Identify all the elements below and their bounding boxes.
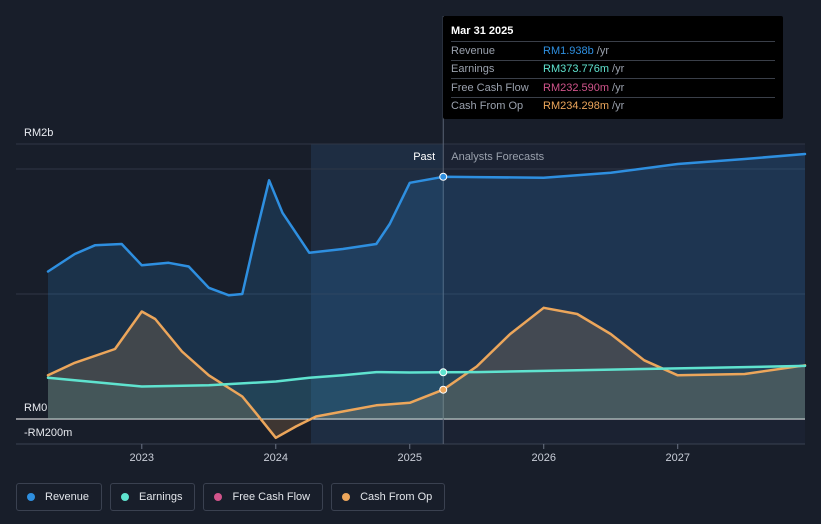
earnings-line	[46, 364, 807, 388]
y-axis-label: RM2b	[24, 127, 53, 139]
tooltip-row-revenue: Revenue RM1.938b /yr	[451, 41, 775, 60]
past-label: Past	[413, 151, 435, 163]
tooltip-row-earnings: Earnings RM373.776m /yr	[451, 59, 775, 79]
x-tick-label: 2024	[264, 452, 288, 464]
forecast-label: Analysts Forecasts	[451, 151, 544, 163]
legend: Revenue Earnings Free Cash Flow Cash Fro…	[16, 483, 446, 511]
x-tick-label: 2027	[665, 452, 689, 464]
revenue-marker	[439, 172, 448, 181]
revenue-area	[48, 154, 805, 419]
x-tick-label: 2026	[531, 452, 555, 464]
revenue-dot-icon	[27, 493, 35, 501]
y-axis-label: RM0	[24, 402, 47, 414]
tooltip-unit: /yr	[612, 100, 625, 113]
earnings-marker	[439, 368, 448, 377]
tooltip-row-free-cash-flow: Free Cash Flow RM232.590m /yr	[451, 78, 775, 97]
tooltip-label: Revenue	[451, 44, 496, 57]
tooltip-value: RM234.298m	[543, 100, 610, 113]
earnings-area	[48, 365, 805, 419]
tooltip-value: RM373.776m	[543, 63, 610, 76]
tooltip-row-cash-from-op: Cash From Op RM234.298m /yr	[451, 96, 775, 116]
x-tick-label: 2025	[398, 452, 422, 464]
x-tick-label: 2023	[130, 452, 154, 464]
tooltip-label: Earnings	[451, 63, 495, 76]
revenue-line	[46, 152, 807, 297]
tooltip-unit: /yr	[596, 44, 609, 57]
tooltip-value: RM1.938b	[543, 44, 594, 57]
legend-item-free-cash-flow[interactable]: Free Cash Flow	[203, 483, 324, 511]
free-cash-flow-dot-icon	[214, 493, 223, 501]
tooltip-unit: /yr	[612, 81, 625, 94]
tooltip-value: RM232.590m	[543, 81, 610, 94]
y-axis-label: -RM200m	[24, 427, 72, 439]
cash-from-op-dot-icon	[342, 493, 351, 501]
legend-label: Earnings	[139, 491, 183, 503]
earnings-dot-icon	[121, 493, 130, 501]
legend-item-cash-from-op[interactable]: Cash From Op	[331, 483, 446, 511]
legend-item-earnings[interactable]: Earnings	[110, 483, 196, 511]
tooltip: Mar 31 2025 Revenue RM1.938b /yr Earning…	[443, 16, 783, 119]
cash-from-op-area	[48, 307, 805, 438]
legend-label: Cash From Op	[360, 491, 433, 503]
legend-label: Revenue	[45, 491, 90, 503]
tooltip-date: Mar 31 2025	[451, 25, 514, 37]
tooltip-label: Cash From Op	[451, 100, 524, 113]
tooltip-unit: /yr	[612, 63, 625, 76]
tooltip-label: Free Cash Flow	[451, 81, 529, 94]
legend-item-revenue[interactable]: Revenue	[16, 483, 103, 511]
cash-from-op-marker	[439, 385, 448, 394]
cash-from-op-line	[46, 306, 807, 440]
legend-label: Free Cash Flow	[232, 491, 311, 503]
chart-canvas: RM2b RM0 -RM200m Past Analysts Forecasts 2023…	[16, 16, 807, 464]
